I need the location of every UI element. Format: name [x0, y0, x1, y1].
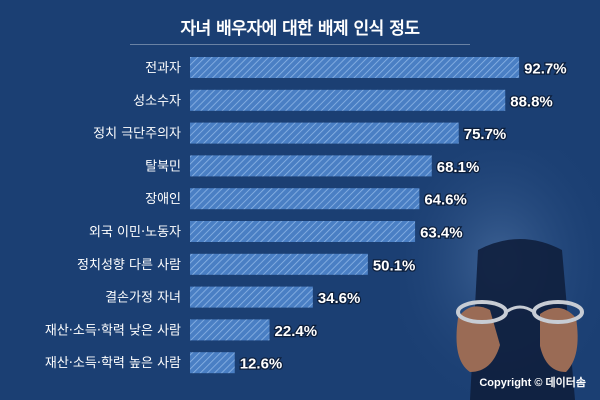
category-label: 정치성향 다른 사람 [77, 258, 181, 273]
bar [190, 253, 368, 275]
category-label: 재산·소득·학력 높은 사람 [45, 356, 181, 371]
bar [190, 155, 432, 177]
category-label: 장애인 [145, 192, 181, 207]
value-label: 64.6% [424, 192, 467, 209]
bar [190, 286, 313, 308]
bar [190, 188, 420, 210]
category-label: 외국 이민·노동자 [89, 225, 181, 240]
value-label: 75.7% [464, 126, 507, 143]
value-label: 63.4% [420, 225, 463, 242]
value-label: 68.1% [437, 159, 480, 176]
value-label: 92.7% [524, 61, 567, 78]
category-label: 전과자 [145, 61, 181, 76]
value-label: 12.6% [240, 356, 283, 373]
category-label: 정치 극단주의자 [93, 127, 181, 142]
value-label: 50.1% [373, 257, 416, 274]
title-divider [130, 44, 470, 45]
bar [190, 319, 270, 341]
value-label: 88.8% [510, 93, 553, 110]
category-label: 성소수자 [133, 94, 181, 109]
category-label: 탈북민 [145, 159, 181, 174]
bar [190, 122, 459, 144]
bar [190, 352, 235, 374]
copyright-notice: Copyright © 데이터솜 [479, 377, 586, 389]
value-label: 22.4% [275, 323, 318, 340]
bar [190, 89, 506, 111]
chart-title: 자녀 배우자에 대한 배제 인식 정도 [180, 19, 420, 39]
category-label: 재산·소득·학력 낮은 사람 [45, 323, 181, 338]
bar [190, 57, 520, 78]
category-label: 결손가정 자녀 [105, 291, 181, 306]
bar [190, 221, 416, 242]
value-label: 34.6% [318, 290, 361, 307]
